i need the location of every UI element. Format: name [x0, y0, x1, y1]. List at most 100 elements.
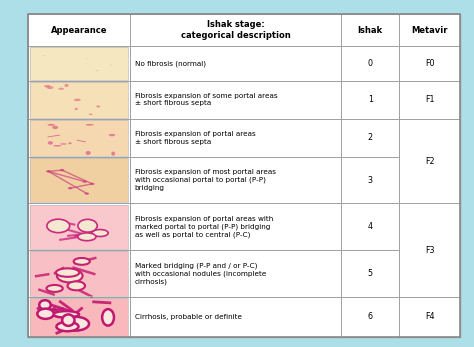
- Bar: [30, 251, 128, 296]
- Ellipse shape: [52, 126, 58, 129]
- Bar: [30, 204, 128, 249]
- Text: Metavir: Metavir: [411, 26, 448, 34]
- Text: 2: 2: [368, 133, 373, 142]
- Bar: [30, 120, 128, 156]
- Bar: [28, 297, 130, 337]
- Bar: [341, 46, 400, 81]
- Bar: [341, 297, 400, 337]
- Text: Fibrosis expansion of portal areas
± short fibrous septa: Fibrosis expansion of portal areas ± sho…: [135, 131, 255, 145]
- Ellipse shape: [85, 151, 91, 155]
- Bar: [30, 47, 128, 80]
- Bar: [30, 47, 128, 80]
- Text: 3: 3: [368, 176, 373, 185]
- Text: 6: 6: [368, 312, 373, 321]
- Ellipse shape: [64, 84, 69, 87]
- Bar: [30, 298, 128, 336]
- Ellipse shape: [73, 258, 90, 265]
- Bar: [130, 46, 341, 81]
- Text: Ishak stage:
categorical description: Ishak stage: categorical description: [181, 20, 291, 40]
- Bar: [28, 157, 130, 203]
- Ellipse shape: [43, 55, 46, 56]
- Ellipse shape: [109, 134, 115, 136]
- Bar: [341, 14, 400, 46]
- Ellipse shape: [47, 219, 70, 233]
- Bar: [30, 158, 128, 202]
- Text: Marked bridging (P-P and / or P-C)
with occasional nodules (incomplete
cirrhosis: Marked bridging (P-P and / or P-C) with …: [135, 262, 266, 285]
- Ellipse shape: [82, 180, 87, 183]
- Text: 4: 4: [368, 222, 373, 231]
- Bar: [30, 158, 128, 202]
- Ellipse shape: [92, 229, 108, 237]
- Bar: [28, 81, 130, 119]
- Bar: [130, 297, 341, 337]
- Ellipse shape: [58, 88, 64, 90]
- Bar: [30, 82, 128, 118]
- Bar: [130, 157, 341, 203]
- Bar: [30, 158, 128, 202]
- Text: Appearance: Appearance: [51, 26, 108, 34]
- Bar: [130, 119, 341, 157]
- Bar: [30, 204, 128, 249]
- Bar: [341, 157, 400, 203]
- Ellipse shape: [78, 233, 96, 241]
- Bar: [341, 203, 400, 250]
- Ellipse shape: [74, 99, 81, 101]
- Bar: [30, 204, 128, 249]
- Text: F2: F2: [425, 156, 434, 166]
- Ellipse shape: [62, 314, 74, 326]
- Ellipse shape: [96, 105, 100, 108]
- Ellipse shape: [89, 113, 92, 115]
- Bar: [341, 119, 400, 157]
- Ellipse shape: [47, 86, 54, 89]
- Text: Fibrosis expansion of portal areas with
marked portal to portal (P-P) bridging
a: Fibrosis expansion of portal areas with …: [135, 216, 273, 238]
- Bar: [400, 203, 460, 297]
- Ellipse shape: [53, 145, 62, 146]
- Bar: [30, 251, 128, 296]
- Bar: [28, 119, 130, 157]
- Bar: [341, 81, 400, 119]
- Bar: [28, 250, 130, 297]
- Text: No fibrosis (normal): No fibrosis (normal): [135, 60, 206, 67]
- Ellipse shape: [39, 300, 51, 310]
- Bar: [400, 14, 460, 46]
- Text: 1: 1: [368, 95, 373, 104]
- Bar: [30, 120, 128, 156]
- Ellipse shape: [44, 85, 51, 87]
- Ellipse shape: [56, 322, 79, 331]
- Text: Fibrosis expansion of most portal areas
with occasional portal to portal (P-P)
b: Fibrosis expansion of most portal areas …: [135, 169, 275, 191]
- Ellipse shape: [102, 309, 114, 325]
- Bar: [28, 14, 130, 46]
- Text: Cirrhosis, probable or definite: Cirrhosis, probable or definite: [135, 314, 242, 320]
- Ellipse shape: [78, 219, 97, 232]
- Bar: [400, 46, 460, 81]
- Ellipse shape: [47, 124, 55, 126]
- Bar: [28, 46, 130, 81]
- Bar: [130, 81, 341, 119]
- Ellipse shape: [68, 142, 72, 144]
- Ellipse shape: [84, 192, 89, 195]
- Text: F3: F3: [425, 246, 434, 255]
- Ellipse shape: [74, 108, 78, 110]
- Text: 5: 5: [368, 269, 373, 278]
- Text: F1: F1: [425, 95, 434, 104]
- Ellipse shape: [60, 169, 64, 171]
- Ellipse shape: [46, 285, 63, 292]
- Bar: [30, 251, 128, 296]
- Ellipse shape: [54, 311, 79, 318]
- Ellipse shape: [37, 309, 54, 319]
- Bar: [341, 250, 400, 297]
- Bar: [30, 298, 128, 336]
- Bar: [28, 203, 130, 250]
- Bar: [30, 82, 128, 118]
- Ellipse shape: [62, 317, 89, 331]
- Ellipse shape: [67, 281, 85, 290]
- Ellipse shape: [110, 65, 113, 66]
- Ellipse shape: [56, 268, 79, 277]
- Ellipse shape: [57, 269, 82, 282]
- Ellipse shape: [68, 187, 73, 189]
- Ellipse shape: [86, 58, 88, 59]
- Bar: [30, 298, 128, 336]
- Text: Ishak: Ishak: [358, 26, 383, 34]
- Ellipse shape: [90, 183, 95, 185]
- Bar: [130, 14, 341, 46]
